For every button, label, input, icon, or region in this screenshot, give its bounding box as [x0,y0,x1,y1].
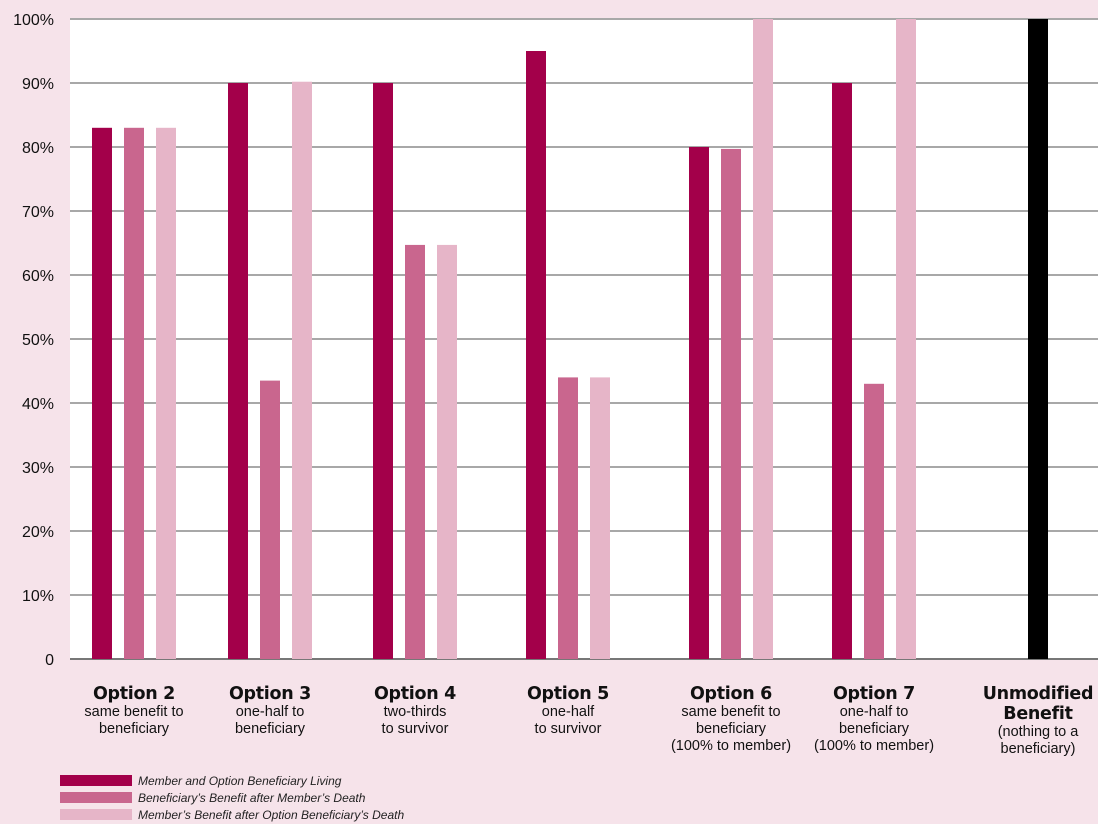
bar-chart: 0 10% 20% 30% 40% 50% 60% 70% 80% 90% 100% [13,12,1098,669]
y-tick-label: 100% [13,12,54,29]
legend-swatch [60,775,132,786]
bar [373,83,393,659]
category-description: (nothing to a beneficiary) [997,724,1079,757]
category-label: Option 4 two-thirds to survivor [350,684,480,738]
category-description: one-half to survivor [534,704,602,737]
category-label: Option 7 one-half to beneficiary (100% to… [809,684,939,755]
category-description: one-half to beneficiary [234,704,306,737]
category-name: Option 4 [373,684,457,704]
legend: Member and Option Beneficiary Living Ben… [60,772,404,823]
legend-item: Beneficiary’s Benefit after Member’s Dea… [60,789,404,806]
category-description: same benefit to beneficiary [84,704,184,737]
bar [526,51,546,659]
category-label: Option 3 one-half to beneficiary [205,684,335,738]
legend-item: Member and Option Beneficiary Living [60,772,404,789]
category-name: Option 7 [832,684,916,704]
bar [156,127,176,660]
category-label: Option 5 one-half to survivor [503,684,633,738]
bar [590,377,610,659]
y-tick-label: 20% [22,524,54,541]
category-label: Option 6 same benefit to beneficiary (100… [666,684,796,755]
bar [753,19,773,659]
y-tick-label: 60% [22,268,54,285]
y-tick-label: 90% [22,76,54,93]
y-tick-label: 0 [45,652,54,669]
category-name: Unmodified Benefit [982,684,1094,724]
legend-item: Member’s Benefit after Option Beneficiar… [60,806,404,823]
y-tick-label: 30% [22,460,54,477]
y-tick-label: 10% [22,588,54,605]
category-description: same benefit to beneficiary (100% to mem… [670,704,792,754]
y-tick-label: 40% [22,396,54,413]
bar [558,377,578,659]
bar [92,127,112,660]
category-name: Option 2 [92,684,176,704]
category-label: Option 2 same benefit to beneficiary [69,684,199,738]
legend-label: Beneficiary’s Benefit after Member’s Dea… [138,790,366,805]
category-name: Option 3 [228,684,312,704]
bar [1028,19,1048,659]
bar [292,81,312,660]
category-description: one-half to beneficiary (100% to member) [813,704,935,754]
bar [832,83,852,659]
bar [864,383,884,659]
bar [124,127,144,660]
bar [896,19,916,659]
bar [437,244,457,660]
category-name: Option 5 [526,684,610,704]
bar [260,380,280,659]
bar [721,148,741,660]
bar [228,83,248,659]
legend-label: Member and Option Beneficiary Living [138,773,342,788]
bar [405,244,425,660]
legend-swatch [60,809,132,820]
legend-swatch [60,792,132,803]
y-tick-label: 80% [22,140,54,157]
y-tick-label: 50% [22,332,54,349]
category-label: Unmodified Benefit (nothing to a benefici… [973,684,1098,758]
y-tick-label: 70% [22,204,54,221]
bar [689,147,709,659]
category-name: Option 6 [689,684,773,704]
category-description: two-thirds to survivor [381,704,449,737]
legend-label: Member’s Benefit after Option Beneficiar… [138,807,405,822]
